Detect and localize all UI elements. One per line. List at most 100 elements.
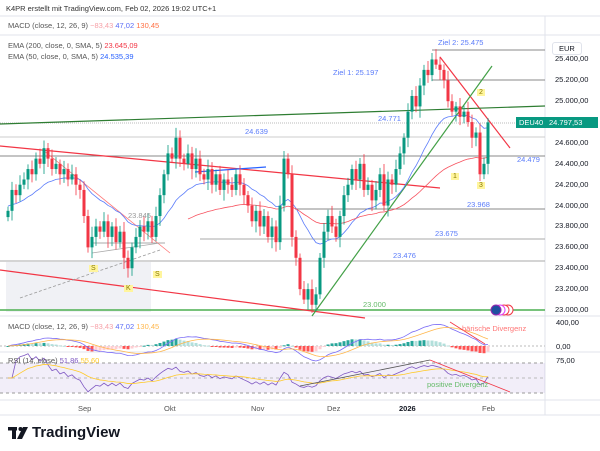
- macd-histogram-bar: [26, 343, 30, 346]
- candle-body: [486, 122, 490, 164]
- macd-histogram-bar: [178, 339, 182, 346]
- macd-histogram-bar: [238, 346, 242, 348]
- level-label-23476: 23.476: [393, 251, 416, 260]
- time-label-sep: Sep: [78, 404, 92, 413]
- macd-signal-value: 130,45: [136, 21, 160, 30]
- time-label-2026: 2026: [399, 404, 416, 413]
- brand-name[interactable]: TradingView: [32, 424, 121, 441]
- candle-body: [210, 169, 214, 185]
- macd-histogram-bar: [358, 339, 362, 346]
- tradingview-logo: [8, 427, 28, 439]
- candle-body: [474, 132, 478, 138]
- candle-body: [94, 226, 98, 237]
- horizontal-levels: [0, 49, 545, 311]
- candle-body: [146, 221, 150, 232]
- macd-histogram-bar: [474, 346, 478, 352]
- level-label-24639: 24.639: [245, 127, 268, 136]
- price-axis-label: 23.000,00: [555, 305, 589, 314]
- macd-histogram-bar: [274, 346, 278, 350]
- macd-histogram-bar: [74, 346, 78, 348]
- candle-body: [50, 158, 54, 170]
- shoulder-right-marker: S: [153, 271, 162, 278]
- candle-body: [318, 257, 322, 295]
- macd-histogram-bar: [62, 345, 66, 347]
- price-axis-label: 25.200,00: [555, 75, 589, 85]
- candle-body: [238, 174, 242, 185]
- candles: [6, 49, 490, 313]
- candle-body: [398, 153, 402, 170]
- macd-histogram-bar: [446, 345, 450, 347]
- macd-histogram-bar: [142, 345, 146, 347]
- candle-body: [378, 174, 382, 190]
- macd-histogram-bar: [58, 345, 62, 347]
- ema50-value: 24.535,39: [100, 52, 134, 61]
- macd-value: 47,02: [115, 21, 135, 30]
- macd-divergence-line: [449, 321, 486, 345]
- candle-body: [402, 137, 406, 154]
- macd-histogram-bar: [466, 346, 470, 351]
- macd-histogram-bar: [66, 346, 70, 347]
- level-label-23968: 23.968: [467, 200, 490, 209]
- candle-body: [290, 174, 294, 237]
- candle-body: [302, 289, 306, 300]
- macd-label: MACD (close, 12, 26, 9): [8, 21, 89, 30]
- price-axis-label: 25.000,00: [555, 96, 589, 106]
- macd-histogram-bar: [482, 346, 486, 354]
- candle-body: [374, 189, 378, 201]
- candle-body: [26, 169, 30, 180]
- candle-body: [214, 174, 218, 185]
- macd-histogram-bar: [294, 346, 298, 348]
- macd-histogram-bar: [118, 346, 122, 349]
- price-axis-label: 24.400,00: [555, 158, 589, 168]
- macd-histogram-bar: [6, 346, 10, 347]
- price-axis-label: 23.800,00: [555, 221, 589, 231]
- candle-body: [314, 294, 318, 305]
- macd-histogram-bar: [34, 343, 38, 346]
- macd-histogram-bar: [266, 346, 270, 350]
- candle-body: [150, 221, 154, 237]
- macd-histogram-bar: [38, 343, 42, 346]
- macd-histogram-bar: [134, 346, 138, 348]
- rsi-value: 51,86: [59, 356, 79, 365]
- macd-histogram-bar: [214, 346, 218, 347]
- candle-body: [86, 216, 90, 248]
- rsi-down-line: [429, 359, 511, 393]
- macd-histogram-bar: [162, 341, 166, 346]
- candle-body: [274, 226, 278, 243]
- candle-body: [82, 189, 86, 217]
- candle-body: [230, 184, 234, 190]
- level-label-23845: 23.845: [128, 211, 151, 220]
- macd-histogram-bar: [438, 342, 442, 346]
- candle-body: [222, 179, 226, 190]
- positive-divergence-label: positive Divergenz: [427, 380, 489, 389]
- macd-legend-top: MACD (close, 12, 26, 9) −83,43 47,02 130…: [8, 21, 159, 30]
- candle-body: [354, 169, 358, 180]
- macd-histogram-bar: [126, 346, 130, 350]
- candle-body: [182, 158, 186, 164]
- candle-body: [366, 184, 370, 190]
- macd-histogram-bar: [402, 343, 406, 346]
- macd-histogram-bar: [282, 345, 286, 347]
- candle-body: [386, 179, 390, 206]
- candle-body: [134, 236, 138, 248]
- macd-histogram-bar: [346, 340, 350, 346]
- candle-body: [202, 174, 206, 180]
- candle-body: [430, 59, 434, 76]
- candle-body: [466, 111, 470, 123]
- candle-body: [78, 184, 82, 190]
- bearish-divergence-label: bärische Divergenz: [462, 324, 527, 333]
- candle-body: [198, 158, 202, 175]
- currency-button[interactable]: EUR: [552, 42, 582, 55]
- candle-body: [414, 95, 418, 107]
- macd-histogram-bar: [138, 346, 142, 347]
- candle-body: [482, 163, 486, 175]
- wave-3-marker: 3: [477, 182, 485, 189]
- candle-body: [362, 163, 366, 190]
- macd-histogram-bar: [342, 341, 346, 346]
- macd-histogram-bar: [374, 343, 378, 346]
- macd-histogram-bar: [414, 340, 418, 346]
- macd-histogram-bar: [158, 342, 162, 346]
- macd-histogram-bar: [470, 346, 474, 352]
